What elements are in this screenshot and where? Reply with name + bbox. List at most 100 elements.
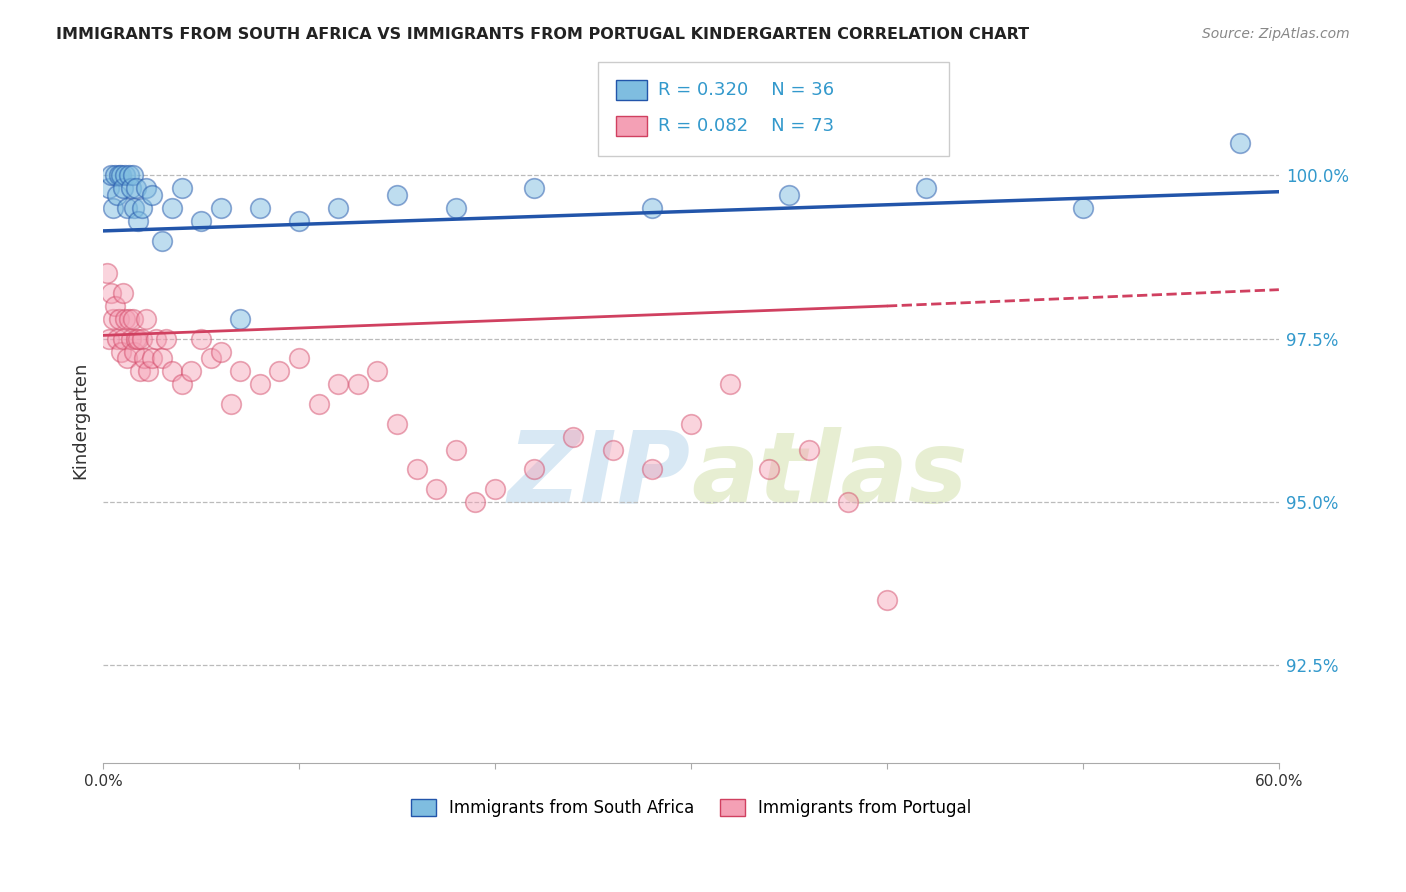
Point [100,285,122,300]
Point [229,312,252,326]
Point [915,181,938,195]
Point [104,169,127,183]
Point [464,495,486,509]
Point [876,592,898,607]
Point [101,201,124,215]
Text: Source: ZipAtlas.com: Source: ZipAtlas.com [1202,27,1350,41]
Point [101,312,124,326]
Legend: Immigrants from South Africa, Immigrants from Portugal: Immigrants from South Africa, Immigrants… [405,792,977,823]
Point [385,417,408,431]
Point [523,181,546,195]
Point [778,188,800,202]
Point [98,332,121,346]
Point [160,201,183,215]
Point [120,332,142,346]
Point [170,181,193,195]
Point [366,364,388,378]
Point [111,332,134,346]
Point [105,188,128,202]
Point [135,181,157,195]
Point [347,377,370,392]
Point [145,332,167,346]
Point [131,201,153,215]
Point [100,169,122,183]
Point [134,351,156,366]
Text: R = 0.320    N = 36: R = 0.320 N = 36 [658,81,834,99]
Point [104,299,127,313]
Point [200,351,222,366]
Text: R = 0.082    N = 73: R = 0.082 N = 73 [658,117,834,135]
Point [170,377,193,392]
Point [209,201,232,215]
Point [98,181,121,195]
Point [121,312,143,326]
Point [141,351,163,366]
Point [641,462,664,476]
Point [1071,201,1094,215]
Point [127,214,149,228]
Point [328,201,350,215]
Point [135,312,157,326]
Point [249,377,271,392]
Point [758,462,780,476]
Point [641,201,664,215]
Point [120,181,142,195]
Point [602,442,624,457]
Text: atlas: atlas [690,426,967,524]
Point [308,397,330,411]
Point [117,312,139,326]
Point [180,364,202,378]
Point [115,201,138,215]
Point [107,312,129,326]
Point [229,364,252,378]
Point [679,417,702,431]
Point [114,169,136,183]
Point [150,351,173,366]
Point [190,332,212,346]
Text: IMMIGRANTS FROM SOUTH AFRICA VS IMMIGRANTS FROM PORTUGAL KINDERGARTEN CORRELATIO: IMMIGRANTS FROM SOUTH AFRICA VS IMMIGRAN… [56,27,1029,42]
Point [129,364,152,378]
Point [288,214,311,228]
Point [249,201,271,215]
Point [484,482,506,496]
Point [718,377,741,392]
Point [1229,136,1251,150]
Y-axis label: Kindergarten: Kindergarten [72,361,89,479]
Point [385,188,408,202]
Point [105,332,128,346]
Point [110,344,132,359]
Point [405,462,427,476]
Point [269,364,291,378]
Point [797,442,820,457]
Point [114,312,136,326]
Point [124,344,146,359]
Text: ZIP: ZIP [508,426,690,524]
Point [125,332,148,346]
Point [110,169,132,183]
Point [190,214,212,228]
Point [117,169,139,183]
Point [219,397,242,411]
Point [209,344,232,359]
Point [111,285,134,300]
Point [141,188,163,202]
Point [155,332,177,346]
Point [160,364,183,378]
Point [150,234,173,248]
Point [837,495,859,509]
Point [523,462,546,476]
Point [444,442,467,457]
Point [288,351,311,366]
Point [127,332,149,346]
Point [131,332,153,346]
Point [121,169,143,183]
Point [425,482,447,496]
Point [115,351,138,366]
Point [444,201,467,215]
Point [124,201,146,215]
Point [328,377,350,392]
Point [96,266,118,280]
Point [125,181,148,195]
Point [111,181,134,195]
Point [136,364,159,378]
